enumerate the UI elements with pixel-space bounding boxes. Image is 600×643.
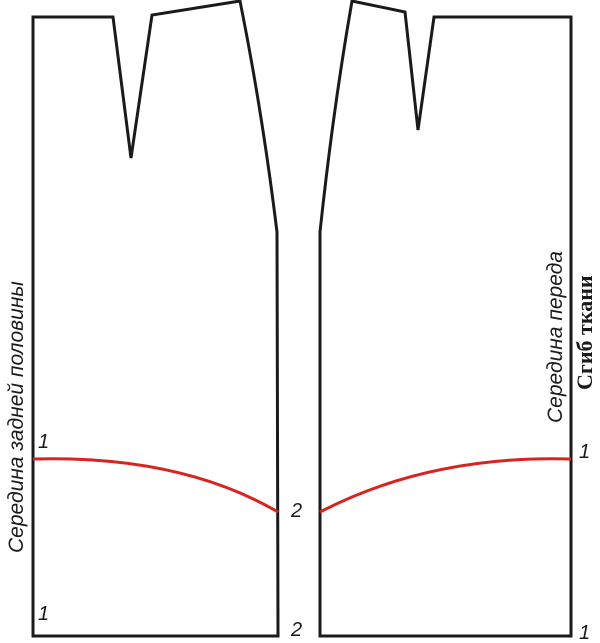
back-point-1-bottom: 1 <box>38 603 49 625</box>
front-panel-cut-line <box>319 457 572 514</box>
back-point-2-line: 2 <box>290 500 302 522</box>
back-panel-cut-line <box>32 457 279 514</box>
front-point-1-bottom: 1 <box>579 622 590 643</box>
front-panel-outline <box>318 0 573 638</box>
front-panel: 1 1 Середина переда Сгиб ткани <box>318 0 597 643</box>
fabric-fold-label: Сгиб ткани <box>572 275 597 390</box>
back-panel-outline <box>31 0 280 638</box>
back-point-1-top: 1 <box>38 431 49 453</box>
back-center-label: Середина задней половины <box>5 281 28 553</box>
front-center-label: Середина переда <box>544 251 567 423</box>
front-point-1-top: 1 <box>579 441 590 463</box>
back-point-2-bottom: 2 <box>290 619 302 641</box>
back-panel: 1 1 2 2 Середина задней половины <box>5 0 302 641</box>
